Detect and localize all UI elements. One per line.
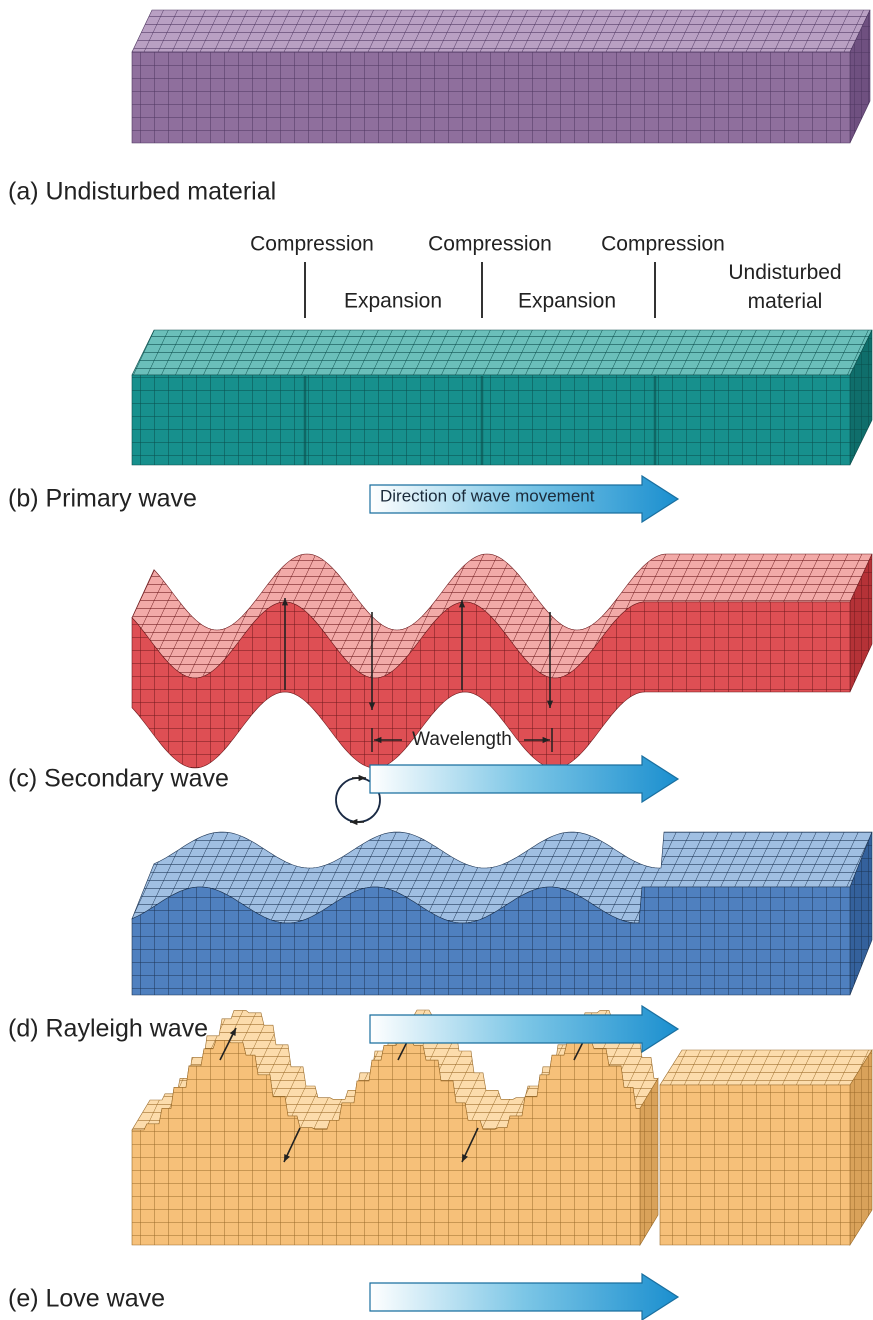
block-front	[131, 1039, 641, 1246]
compression-label: Compression	[250, 233, 374, 256]
direction-arrow	[369, 1272, 680, 1320]
motion-arrowhead	[229, 1028, 236, 1036]
motion-arrowhead	[358, 774, 366, 782]
block-side	[639, 1077, 659, 1247]
direction-arrow	[369, 474, 680, 524]
expansion-label: Expansion	[518, 290, 616, 313]
direction-arrow	[369, 754, 680, 804]
panel-label: (d) Rayleigh wave	[8, 1015, 208, 1043]
block-side	[849, 1048, 873, 1247]
motion-arrowhead	[458, 600, 466, 608]
block-front	[131, 886, 851, 996]
block-top	[131, 329, 873, 376]
motion-arrowhead	[374, 736, 382, 744]
motion-arrowhead	[284, 1154, 290, 1162]
expansion-label: Expansion	[344, 290, 442, 313]
block-front	[131, 51, 851, 144]
undisturbed-label: Undisturbed material	[728, 261, 842, 313]
motion-arrowhead	[542, 736, 550, 744]
panel-label: (b) Primary wave	[8, 485, 197, 513]
block-top	[659, 1049, 873, 1086]
compression-label: Compression	[428, 233, 552, 256]
motion-arrowhead	[546, 700, 554, 708]
panel-label: (c) Secondary wave	[8, 765, 229, 793]
motion-arrowhead	[462, 1154, 468, 1162]
motion-arrowhead	[350, 818, 358, 826]
block-front	[659, 1084, 851, 1246]
motion-arrowhead	[368, 702, 376, 710]
panel-label: (e) Love wave	[8, 1285, 165, 1313]
wavelength-label: Wavelength	[412, 729, 512, 750]
arrow-label: Direction of wave movement	[380, 486, 595, 505]
block-front	[131, 374, 851, 466]
compression-label: Compression	[601, 233, 725, 256]
direction-arrow	[369, 1004, 680, 1054]
panel-label: (a) Undisturbed material	[8, 178, 276, 206]
block-top	[131, 9, 871, 53]
motion-arrowhead	[281, 598, 289, 606]
